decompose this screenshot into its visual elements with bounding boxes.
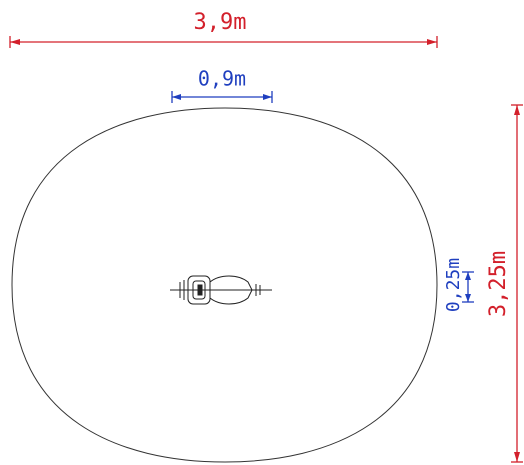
safety-area: [11, 107, 438, 463]
item-width-dimension: [171, 91, 273, 103]
spring-rider: [170, 275, 272, 305]
item-width-label: 0,9m: [198, 67, 246, 91]
clearance-label: 0,25m: [443, 258, 464, 312]
width-label: 3,9m: [194, 10, 247, 35]
depth-dimension: [511, 104, 523, 463]
depth-label: 3,25m: [486, 251, 511, 317]
clearance-dimension: [462, 271, 474, 303]
width-dimension: [9, 36, 438, 48]
